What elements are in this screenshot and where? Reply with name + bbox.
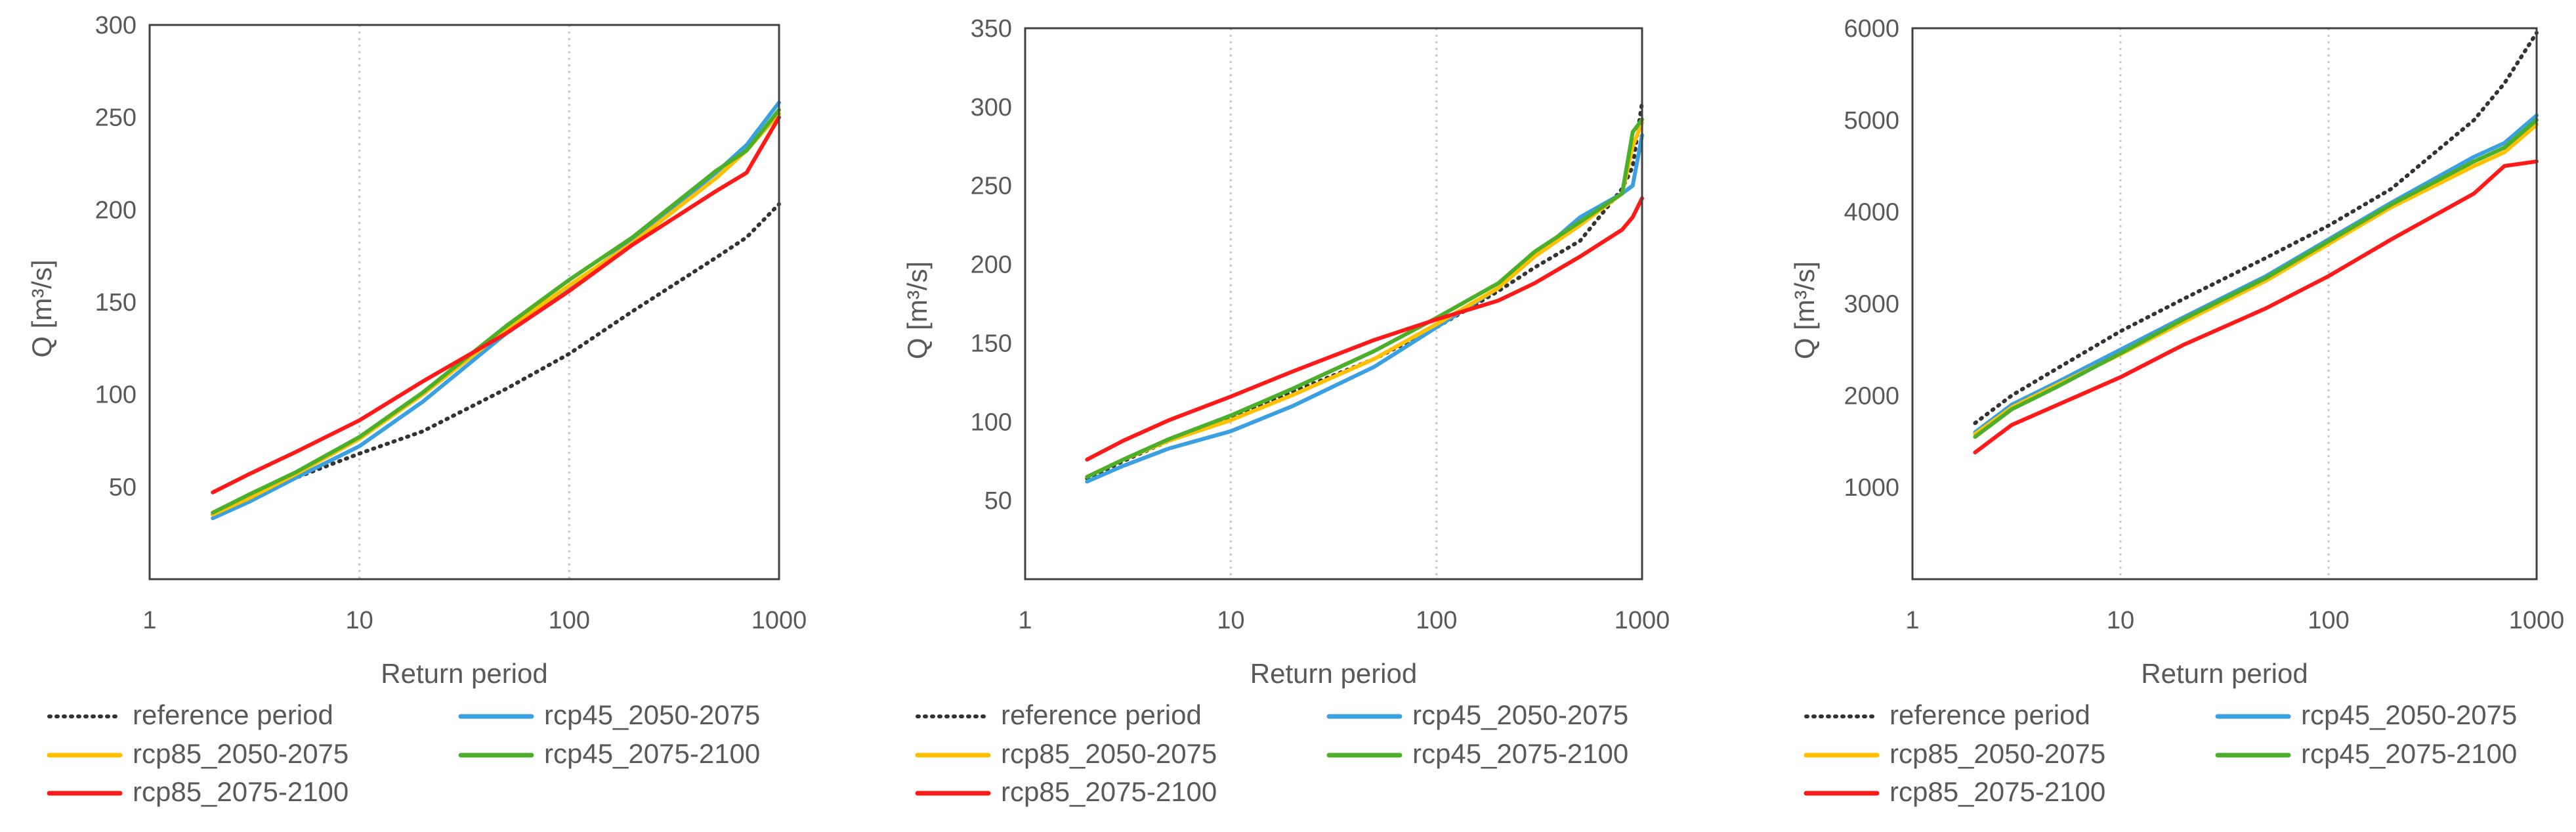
y-tick-label: 4000 <box>1844 199 1899 227</box>
series-line-reference period <box>211 202 781 517</box>
y-tick-label: 6000 <box>1844 15 1899 43</box>
x-tick-label: 1 <box>1905 607 1919 634</box>
y-tick-label: 200 <box>95 196 137 224</box>
series-line-rcp45_2050-2075 <box>211 100 781 521</box>
plot-frame <box>148 24 780 580</box>
series-line-rcp45_2050-2075 <box>1085 133 1644 484</box>
y-tick-label: 1000 <box>1844 474 1899 502</box>
x-axis-title: Return period <box>2141 658 2308 689</box>
x-tick-label: 1000 <box>1615 607 1670 634</box>
plot-frame <box>1911 27 2538 580</box>
y-tick-label: 300 <box>95 12 137 39</box>
y-tick-label: 3000 <box>1844 291 1899 318</box>
legend-label: reference period <box>133 699 333 730</box>
series-line-rcp45_2075-2100 <box>211 108 781 515</box>
legend-label: rcp45_2050-2075 <box>2301 699 2517 730</box>
y-tick-label: 150 <box>95 289 137 317</box>
series-line-reference period <box>1973 31 2539 426</box>
series-line-rcp85_2075-2100 <box>1085 196 1644 462</box>
x-tick-label: 1 <box>142 607 156 634</box>
y-tick-label: 50 <box>109 473 137 501</box>
legend-label: rcp85_2075-2100 <box>1001 776 1217 807</box>
y-tick-label: 50 <box>984 487 1012 515</box>
legend-label: rcp85_2050-2075 <box>1890 738 2105 769</box>
x-tick-label: 1 <box>1018 607 1032 634</box>
x-tick-label: 1000 <box>751 607 807 634</box>
legend-label: rcp45_2050-2075 <box>1412 699 1628 730</box>
legend-label: reference period <box>1890 699 2090 730</box>
x-axis-title: Return period <box>381 658 547 689</box>
y-axis-title: Q [m³/s] <box>26 259 57 357</box>
series-line-rcp45_2075-2100 <box>1085 118 1644 479</box>
y-axis-title: Q [m³/s] <box>902 261 933 359</box>
x-tick-label: 100 <box>2308 607 2349 634</box>
y-tick-label: 300 <box>971 94 1012 121</box>
x-tick-label: 100 <box>549 607 590 634</box>
legend-label: rcp45_2075-2100 <box>2301 738 2517 769</box>
y-tick-label: 250 <box>971 173 1012 200</box>
series-line-reference period <box>1085 100 1644 481</box>
legend-label: rcp85_2050-2075 <box>1001 738 1217 769</box>
y-tick-label: 200 <box>971 252 1012 279</box>
legend-label: rcp85_2050-2075 <box>133 738 348 769</box>
y-tick-label: 100 <box>95 382 137 409</box>
legend-label: rcp45_2050-2075 <box>544 699 760 730</box>
x-tick-label: 100 <box>1416 607 1457 634</box>
series-line-rcp45_2075-2100 <box>1973 118 2539 439</box>
legend-label: rcp85_2075-2100 <box>133 776 348 807</box>
y-tick-label: 250 <box>95 104 137 132</box>
series-line-rcp85_2075-2100 <box>211 115 781 494</box>
x-tick-label: 10 <box>346 607 373 634</box>
legend: reference period rcp45_2050-2075 rcp85_205… <box>47 699 760 807</box>
legend-label: rcp85_2075-2100 <box>1890 776 2105 807</box>
chart-panel-2: 50 100 150 200 250 300 350 1 10 100 1000 Return per… <box>902 15 1670 807</box>
y-tick-label: 150 <box>971 330 1012 357</box>
legend-label: reference period <box>1001 699 1202 730</box>
y-tick-label: 350 <box>971 15 1012 43</box>
legend: reference period rcp45_2050-2075 rcp85_205… <box>1804 699 2517 807</box>
series-line-rcp85_2050-2075 <box>1085 120 1644 479</box>
y-tick-label: 5000 <box>1844 107 1899 135</box>
plot-frame <box>1024 27 1643 580</box>
legend: reference period rcp45_2050-2075 rcp85_205… <box>915 699 1628 807</box>
chart-panel-3: 1000 2000 3000 4000 5000 6000 1 10 100 1000 Return… <box>1789 15 2564 807</box>
legend-label: rcp45_2075-2100 <box>1412 738 1628 769</box>
legend-label: rcp45_2075-2100 <box>544 738 760 769</box>
x-axis-title: Return period <box>1250 658 1417 689</box>
series-line-rcp85_2050-2075 <box>211 112 781 517</box>
y-axis-title: Q [m³/s] <box>1789 261 1820 359</box>
x-tick-label: 10 <box>1217 607 1244 634</box>
x-tick-label: 10 <box>2107 607 2134 634</box>
y-tick-label: 100 <box>971 408 1012 436</box>
x-tick-label: 1000 <box>2509 607 2565 634</box>
series-line-rcp85_2075-2100 <box>1973 159 2539 454</box>
y-tick-label: 2000 <box>1844 382 1899 410</box>
chart-panel-1: 50 100 150 200 250 300 1 10 100 1000 Return period… <box>26 12 807 807</box>
